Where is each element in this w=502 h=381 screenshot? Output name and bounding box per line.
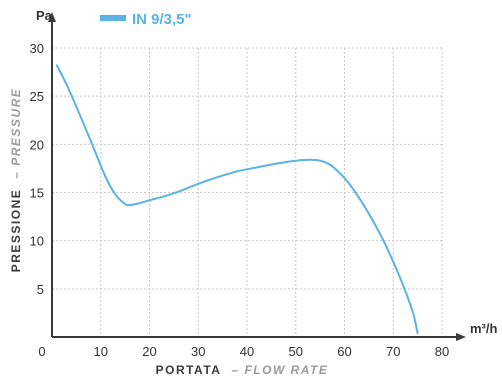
grid — [52, 47, 443, 337]
legend-label: IN 9/3,5" — [132, 11, 192, 28]
y-axis-arrow — [48, 12, 56, 22]
series-line-0 — [55, 64, 419, 335]
x-tick-label-50: 50 — [289, 344, 303, 359]
x-axis-title-main: PORTATA — [156, 363, 222, 377]
y-axis-title: PRESSIONE – PRESSURE — [7, 88, 24, 273]
x-tick-label-30: 30 — [191, 344, 205, 359]
tick-labels: 0 10 20 30 40 50 60 70 80 5 10 15 20 25 30 — [30, 41, 450, 359]
series-layer — [55, 64, 419, 335]
y-tick-label-30: 30 — [30, 41, 44, 56]
x-tick-label-70: 70 — [386, 344, 400, 359]
y-tick-label-5: 5 — [37, 282, 44, 297]
x-tick-label-20: 20 — [142, 344, 156, 359]
y-axis-title-main: PRESSIONE — [9, 189, 23, 273]
x-axis-arrow — [456, 333, 466, 341]
x-unit-label: m³/h — [470, 321, 498, 336]
y-tick-label-20: 20 — [30, 137, 44, 152]
y-tick-label-10: 10 — [30, 234, 44, 249]
x-tick-label-10: 10 — [94, 344, 108, 359]
legend: IN 9/3,5" — [100, 11, 192, 28]
x-tick-label-40: 40 — [240, 344, 254, 359]
x-axis-title: PORTATA – FLOW RATE — [156, 361, 329, 378]
x-tick-label-80: 80 — [435, 344, 449, 359]
x-axis-title-sub: – FLOW RATE — [231, 363, 328, 377]
y-tick-label-15: 15 — [30, 186, 44, 201]
axes — [48, 12, 466, 341]
y-tick-label-25: 25 — [30, 89, 44, 104]
y-unit-label: Pa — [36, 8, 53, 23]
y-axis-title-sub: – PRESSURE — [9, 88, 23, 179]
x-tick-label-0: 0 — [38, 344, 45, 359]
x-tick-label-60: 60 — [337, 344, 351, 359]
